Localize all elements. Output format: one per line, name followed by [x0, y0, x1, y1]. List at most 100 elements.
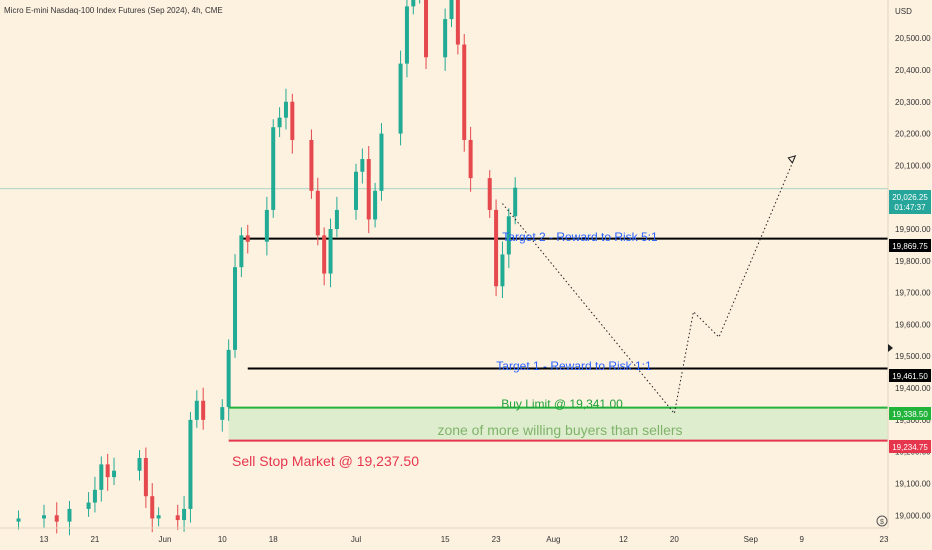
time-tick-label: 18: [269, 535, 278, 544]
candle-body: [328, 229, 333, 274]
projection-arrow-icon: [787, 155, 797, 164]
candle-body: [182, 508, 187, 521]
candle-body: [354, 171, 358, 210]
price-tick-label: 20,500.00: [895, 34, 931, 43]
price-tick-label: 20,200.00: [895, 130, 931, 139]
candle-body: [315, 190, 320, 236]
candle-body: [245, 235, 250, 242]
candle-body: [379, 133, 384, 191]
candles-group: [16, 0, 518, 536]
candle-body: [309, 139, 314, 191]
stop-price-tag: [889, 440, 931, 453]
price-tick-label: 20,100.00: [895, 161, 931, 170]
price-tick-label: 20,400.00: [895, 66, 931, 75]
candle-body: [150, 496, 155, 519]
candle-body: [188, 419, 193, 509]
candle-body: [105, 464, 110, 478]
time-tick-label: 9: [799, 535, 804, 544]
candle-body: [462, 44, 467, 140]
buyer-zone: [228, 407, 888, 441]
candle-body: [443, 19, 448, 58]
target2-price-tag: [889, 239, 931, 252]
zone-label: zone of more willing buyers than sellers: [437, 422, 682, 438]
time-axis[interactable]: 13 21 Jun 10 18 Jul 15 23 Aug 12 20 Sep 9 23: [40, 535, 889, 544]
candle-body: [220, 407, 225, 420]
time-tick-label: 21: [90, 535, 99, 544]
buy-limit-price-value: 19,338.50: [892, 410, 928, 419]
time-tick-label: 15: [441, 535, 450, 544]
target1-price-value: 19,461.50: [892, 372, 928, 381]
candle-body: [404, 6, 409, 64]
time-tick-label: Jul: [351, 535, 361, 544]
currency-label: USD: [895, 7, 912, 16]
candle-body: [112, 470, 117, 478]
price-tick-label: 19,800.00: [895, 257, 931, 266]
price-tick-label: 19,600.00: [895, 320, 931, 329]
candle-body: [92, 489, 97, 503]
time-tick-label: 12: [619, 535, 628, 544]
candle-body: [468, 139, 473, 179]
settings-icon-glyph: $: [880, 519, 884, 526]
price-tick-label: 19,300.00: [895, 416, 931, 425]
candle-body: [16, 518, 21, 522]
price-tick-label: 19,500.00: [895, 352, 931, 361]
candle-body: [283, 101, 288, 118]
stop-label: Sell Stop Market @ 19,237.50: [232, 453, 419, 469]
candle-body: [226, 349, 231, 408]
target2-label: Target 2 - Reward to Risk 5:1: [502, 230, 658, 244]
time-tick-label: Jun: [159, 535, 172, 544]
current-price-value: 20,026.25: [892, 193, 928, 202]
countdown-value: 01:47:37: [894, 203, 926, 212]
target1-label: Target 1 - Reward to Risk 1:1: [496, 359, 652, 373]
price-axis[interactable]: 20,500.00 20,400.00 20,300.00 20,200.00 20,1…: [895, 34, 931, 520]
current-price-tag: [889, 190, 931, 214]
time-tick-label: 23: [880, 535, 889, 544]
candle-body: [156, 515, 161, 519]
candle-body: [449, 0, 454, 20]
candle-body: [373, 190, 378, 220]
candle-body: [99, 464, 104, 490]
candle-body: [67, 508, 72, 522]
candle-body: [277, 117, 282, 128]
candle-body: [42, 515, 46, 519]
candle-body: [455, 0, 460, 45]
settings-icon[interactable]: [876, 515, 888, 527]
candle-body: [424, 0, 429, 58]
candle-body: [86, 502, 91, 509]
candle-body: [366, 159, 371, 220]
candle-body: [398, 63, 403, 134]
buy-limit-label: Buy Limit @ 19,341.00: [501, 397, 623, 411]
candle-body: [175, 515, 180, 521]
projection-path: [502, 155, 796, 415]
target1-price-tag: [889, 369, 931, 382]
candle-body: [54, 515, 59, 522]
time-tick-label: Aug: [546, 535, 560, 544]
price-tick-label: 19,900.00: [895, 225, 931, 234]
price-tick-label: 19,700.00: [895, 289, 931, 298]
candle-body: [194, 400, 199, 420]
candle-body: [506, 216, 511, 255]
candle-body: [494, 209, 499, 287]
target2-price-value: 19,869.75: [892, 242, 928, 251]
scroll-right-icon[interactable]: [888, 344, 893, 352]
stop-price-value: 19,234.75: [892, 443, 928, 452]
candle-body: [411, 0, 416, 7]
candle-body: [322, 235, 327, 274]
candle-body: [143, 458, 148, 497]
candle-body: [513, 187, 518, 217]
time-tick-label: Sep: [744, 535, 759, 544]
candle-body: [271, 127, 276, 210]
candle-body: [360, 159, 365, 172]
candle-body: [137, 458, 142, 471]
candle-body: [290, 101, 295, 140]
candle-body: [264, 209, 269, 242]
time-tick-label: 13: [40, 535, 49, 544]
price-tick-label: 19,100.00: [895, 479, 931, 488]
candle-body: [487, 178, 492, 210]
time-tick-label: 20: [670, 535, 679, 544]
time-tick-label: 23: [492, 535, 501, 544]
candle-body: [334, 209, 339, 230]
candle-body: [201, 400, 206, 420]
